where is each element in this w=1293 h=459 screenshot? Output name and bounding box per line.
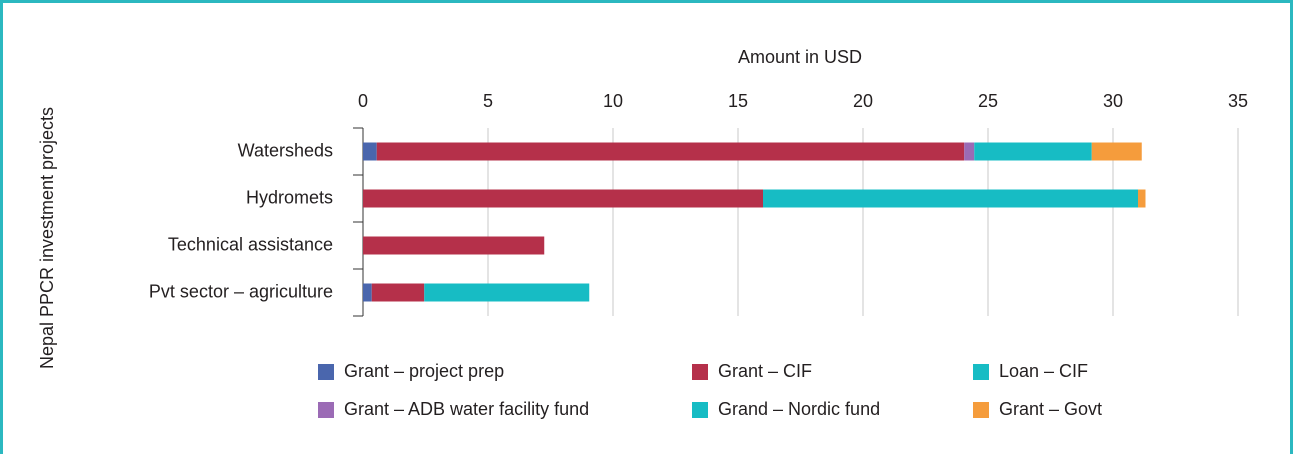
bar-segment [363,283,372,302]
y-tick-label: Watersheds [238,140,333,160]
legend-swatch [973,402,989,418]
legend-swatch [692,364,708,380]
x-tick-label: 30 [1103,91,1123,111]
x-tick-label: 10 [603,91,623,111]
legend-swatch [692,402,708,418]
legend-label: Loan – CIF [999,361,1088,381]
legend-label: Grant – project prep [344,361,504,381]
y-tick-label: Pvt sector – agriculture [149,281,333,301]
x-tick-label: 5 [483,91,493,111]
bar-segment [964,142,975,161]
legend-label: Grand – Nordic fund [718,399,880,419]
x-tick-label: 15 [728,91,748,111]
bar-segment [376,142,965,161]
bar-segment [363,236,545,255]
bar-segment [763,189,1138,208]
legend-swatch [318,364,334,380]
x-tick-label: 0 [358,91,368,111]
legend-label: Grant – CIF [718,361,812,381]
y-tick-label: Hydromets [246,187,333,207]
bar-segment [1091,142,1142,161]
x-axis-title: Amount in USD [738,47,862,67]
bar-segment [1138,189,1146,208]
bar-segment [424,283,590,302]
y-tick-label: Technical assistance [168,234,333,254]
legend-swatch [318,402,334,418]
bar-segment [363,189,763,208]
x-tick-label: 25 [978,91,998,111]
x-tick-label: 20 [853,91,873,111]
y-axis-title: Nepal PPCR investment projects [37,107,57,369]
legend-label: Grant – Govt [999,399,1102,419]
bar-segment [974,142,1092,161]
bar-segment [363,142,377,161]
bar-segment [371,283,425,302]
legend-swatch [973,364,989,380]
x-tick-label: 35 [1228,91,1248,111]
legend-label: Grant – ADB water facility fund [344,399,589,419]
